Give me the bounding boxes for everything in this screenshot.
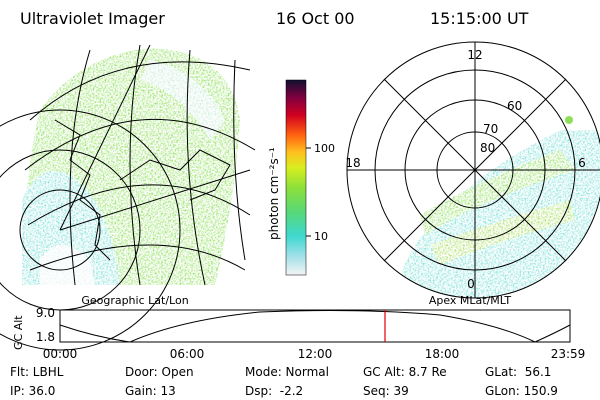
mlt-label: 18 bbox=[345, 156, 360, 170]
alt-tick: 1.8 bbox=[36, 330, 55, 344]
status-field: Flt: LBHL bbox=[10, 365, 64, 379]
mlat-label: 70 bbox=[483, 122, 498, 136]
status: Flt: LBHL Door: Open Mode: Normal GC Alt: 8… bbox=[10, 365, 558, 398]
mlat-label: 80 bbox=[480, 141, 495, 155]
status-field: IP: 36.0 bbox=[10, 384, 55, 398]
time-tick: 06:00 bbox=[170, 347, 205, 361]
colorbar-label: photon cm⁻²s⁻¹ bbox=[267, 147, 281, 240]
mlt-label: 0 bbox=[467, 277, 475, 291]
status-field: GLon: 150.9 bbox=[485, 384, 558, 398]
status-field: Seq: 39 bbox=[363, 384, 409, 398]
alt-tick: 9.0 bbox=[36, 306, 55, 320]
time-tick: 00:00 bbox=[43, 347, 78, 361]
panel-label: Apex MLat/MLT bbox=[429, 294, 512, 307]
time-tick: 23:59 bbox=[551, 347, 586, 361]
mlt-label: 12 bbox=[467, 48, 482, 62]
status-field: GLat: 56.1 bbox=[485, 365, 551, 379]
mlt-label: 6 bbox=[578, 156, 586, 170]
colorbar: 100 10 photon cm⁻²s⁻¹ bbox=[267, 79, 335, 276]
time: 15:15:00 UT bbox=[430, 9, 529, 28]
title: Ultraviolet Imager bbox=[20, 9, 165, 28]
colorbar-tick: 100 bbox=[314, 142, 335, 155]
colorbar-scale bbox=[285, 79, 307, 276]
status-field: Door: Open bbox=[125, 365, 194, 379]
geographic-image bbox=[0, 44, 256, 351]
colorbar-tick: 10 bbox=[314, 230, 328, 243]
time-tick: 18:00 bbox=[425, 347, 460, 361]
status-field: Mode: Normal bbox=[245, 365, 329, 379]
header: Ultraviolet Imager 16 Oct 00 15:15:00 UT bbox=[20, 9, 529, 28]
polar-image: 12 18 6 0 80 70 60 bbox=[345, 41, 600, 299]
status-field: GC Alt: 8.7 Re bbox=[363, 365, 447, 379]
date: 16 Oct 00 bbox=[276, 9, 355, 28]
time-tick: 12:00 bbox=[298, 347, 333, 361]
mlat-label: 60 bbox=[507, 99, 522, 113]
panel-label: Geographic Lat/Lon bbox=[81, 294, 188, 307]
status-field: Gain: 13 bbox=[125, 384, 176, 398]
altitude-plot: GC Alt 9.0 1.8 00:00 06:00 12:00 18:00 2… bbox=[12, 306, 585, 361]
status-field: Dsp: -2.2 bbox=[245, 384, 303, 398]
alt-label: GC Alt bbox=[12, 315, 25, 350]
